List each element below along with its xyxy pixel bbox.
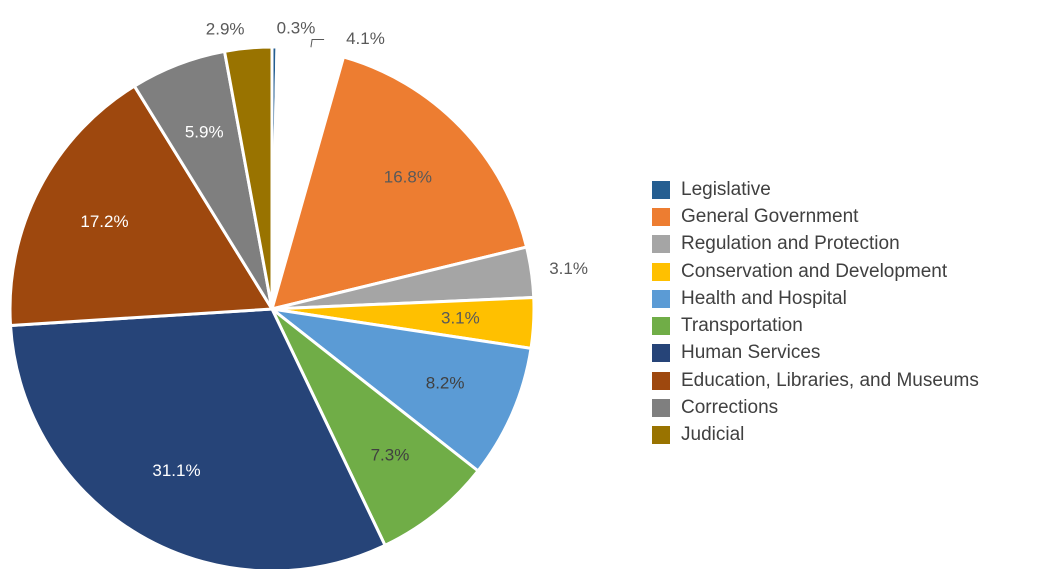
legend-item-transportation: Transportation (652, 312, 979, 339)
legend-item-judicial: Judicial (652, 422, 979, 449)
pie-slice-general-government (270, 55, 529, 311)
data-label-unlabeled-1: 4.1% (346, 29, 385, 48)
legend-swatch (652, 289, 670, 308)
data-label-regulation-and-protection: 3.1% (549, 259, 588, 278)
legend-label: General Government (681, 205, 859, 227)
legend-label: Education, Libraries, and Museums (681, 369, 979, 391)
legend-swatch (652, 235, 670, 254)
legend-swatch (652, 262, 670, 281)
legend-item-education-libraries-and-museums: Education, Libraries, and Museums (652, 367, 979, 394)
legend-item-general-government: General Government (652, 203, 979, 230)
data-label-judicial: 2.9% (206, 20, 245, 39)
data-label-conservation-and-development: 3.1% (441, 309, 480, 328)
legend-swatch (652, 207, 670, 226)
legend-label: Human Services (681, 342, 821, 364)
legend-swatch (652, 317, 670, 336)
data-label-education-libraries-and-museums: 17.2% (80, 212, 128, 231)
legend-item-legislative: Legislative (652, 176, 979, 203)
legend-item-corrections: Corrections (652, 394, 979, 421)
legend-swatch (652, 399, 670, 418)
legend-label: Regulation and Protection (681, 233, 900, 255)
pie-slice-judicial (223, 45, 274, 311)
legend-swatch (652, 426, 670, 445)
legend: Legislative General Government Regulation … (652, 176, 979, 449)
data-label-legislative: 0.3% (277, 18, 316, 37)
legend-swatch (652, 180, 670, 199)
pie-slice-health-and-hospital (270, 307, 533, 473)
pie-slice-transportation (270, 307, 480, 547)
data-label-general-government: 16.8% (384, 168, 432, 187)
legend-item-conservation-and-development: Conservation and Development (652, 258, 979, 285)
legend-label: Transportation (681, 315, 803, 337)
legend-item-human-services: Human Services (652, 340, 979, 367)
legend-label: Corrections (681, 397, 779, 419)
data-label-health-and-hospital: 8.2% (426, 373, 465, 392)
leader-line (310, 38, 325, 48)
legend-item-health-and-hospital: Health and Hospital (652, 285, 979, 312)
legend-label: Judicial (681, 424, 745, 446)
pie-slice-human-services (9, 307, 387, 569)
pie-slice-education-libraries-and-museums (8, 84, 274, 327)
data-label-corrections: 5.9% (185, 122, 224, 141)
legend-swatch (652, 371, 670, 390)
data-label-transportation: 7.3% (371, 446, 410, 465)
legend-item-regulation-and-protection: Regulation and Protection (652, 231, 979, 258)
legend-label: Legislative (681, 178, 771, 200)
data-label-human-services: 31.1% (152, 461, 200, 480)
legend-label: Conservation and Development (681, 260, 948, 282)
legend-label: Health and Hospital (681, 287, 847, 309)
legend-swatch (652, 344, 670, 363)
